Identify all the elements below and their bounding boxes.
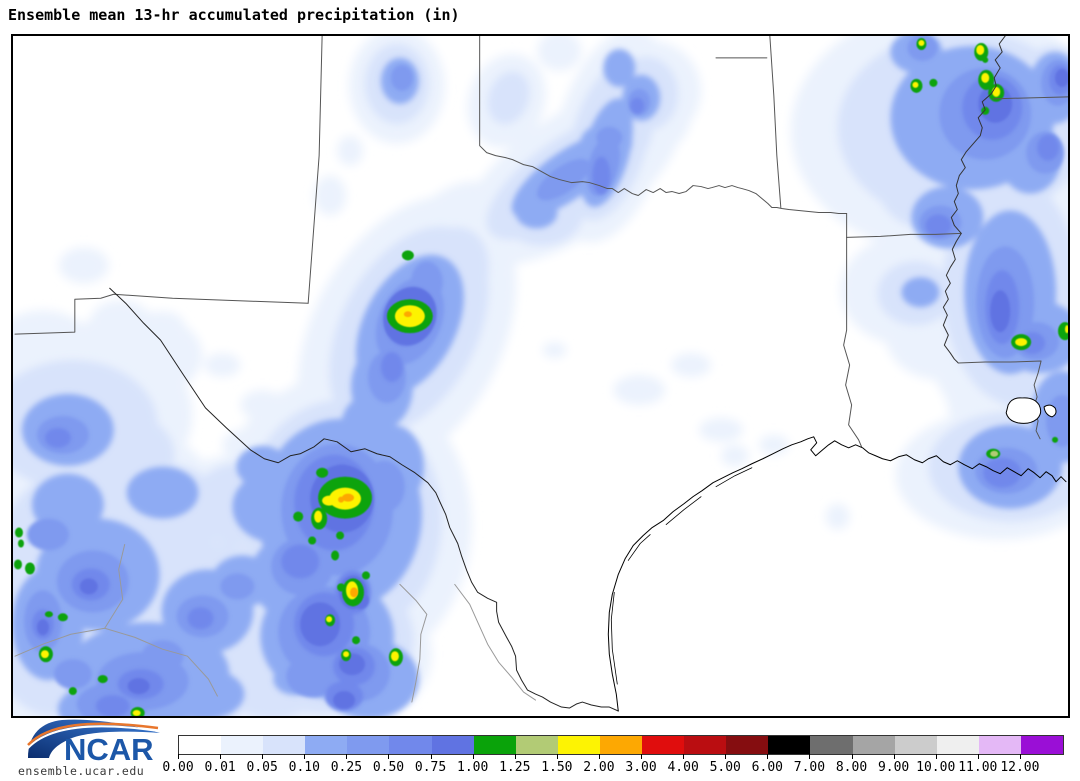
colorbar-tick	[514, 754, 516, 759]
map-frame	[11, 34, 1070, 718]
colorbar-segment	[894, 736, 937, 754]
colorbar-segment	[431, 736, 474, 754]
colorbar-segment	[810, 736, 853, 754]
precipitation-map	[13, 36, 1068, 716]
colorbar-tick	[767, 754, 769, 759]
colorbar-segment	[852, 736, 895, 754]
colorbar-segment	[221, 736, 264, 754]
colorbar-tick-row: 0.00 0.01 0.05 0.10 0.25 0.50 0.75 1.00 1.25 1.50…	[162, 753, 1062, 779]
colorbar-segment	[347, 736, 390, 754]
lake-pontchartrain	[1005, 397, 1042, 424]
border-tx-la	[843, 236, 863, 448]
colorbar-tick	[346, 754, 348, 759]
colorbar-tick-label: 7.00	[793, 760, 826, 775]
colorbar-segment	[179, 736, 222, 754]
colorbar-segment	[1020, 736, 1063, 754]
colorbar-tick	[935, 754, 937, 759]
colorbar-tick-label: 0.00	[162, 760, 194, 775]
colorbar-tick-label: 0.05	[246, 760, 278, 775]
colorbar-tick-label: 1.50	[541, 760, 573, 775]
colorbar-tick	[725, 754, 727, 759]
colorbar-tick	[178, 754, 179, 759]
coastline-gulf	[607, 436, 1067, 712]
logo-url: ensemble.ucar.edu	[18, 764, 145, 778]
border-mexico-states-1	[454, 583, 537, 701]
colorbar-tick	[683, 754, 685, 759]
colorbar-tick	[304, 754, 306, 759]
precip-layer-1p25-yellowgreen	[990, 450, 999, 457]
colorbar-segment	[599, 736, 643, 754]
colorbar-tick-label: 0.75	[414, 760, 447, 775]
colorbar-tick-label: 0.50	[372, 760, 405, 775]
border-mexico-states-4	[104, 544, 126, 629]
border-ar-la	[846, 232, 962, 238]
colorbar-segment	[684, 736, 727, 754]
footer: NCAR ensemble.ucar.edu 0.00 0.01 0.05 0.10 0…	[0, 718, 1080, 781]
page-title: Ensemble mean 13-hr accumulated precipit…	[8, 6, 460, 24]
colorbar-tick-label: 2.00	[583, 760, 615, 775]
colorbar-segment	[936, 736, 979, 754]
colorbar-segment	[263, 736, 306, 754]
colorbar-tick	[893, 754, 895, 759]
border-ms-tn	[992, 96, 1068, 100]
colorbar-tick	[641, 754, 643, 759]
colorbar-tick	[220, 754, 222, 759]
colorbar-tick-label: 6.00	[751, 760, 783, 775]
colorbar-tick	[977, 754, 979, 759]
colorbar-tick-label: 12.00	[1000, 760, 1040, 775]
colorbar-tick	[388, 754, 390, 759]
colorbar-tick-label: 9.00	[877, 760, 910, 775]
colorbar-segment	[389, 736, 432, 754]
border-mexico-states-2	[399, 583, 428, 703]
colorbar-segment	[768, 736, 811, 754]
colorbar-tick-label: 8.00	[835, 760, 868, 775]
colorbar-segment	[515, 736, 558, 754]
ncar-logo: NCAR	[27, 719, 160, 764]
colorbar-tick	[430, 754, 432, 759]
border-rio-grande	[109, 287, 619, 712]
colorbar-tick-label: 1.00	[457, 760, 489, 775]
colorbar-segment	[642, 736, 685, 754]
border-mississippi-river	[942, 36, 1006, 364]
colorbar-segment	[473, 736, 516, 754]
colorbar-tick-label: 0.01	[204, 760, 236, 775]
precip-layer-2p00-orange	[338, 311, 412, 598]
ncar-logo-swoosh-white	[27, 725, 159, 749]
colorbar-tick-label: 5.00	[709, 760, 741, 775]
border-nm-south	[14, 293, 309, 335]
colorbar-segment	[305, 736, 348, 754]
colorbar-tick-label: 1.25	[499, 760, 531, 775]
colorbar-tick	[472, 754, 474, 759]
colorbar-tick	[1019, 754, 1021, 759]
colorbar	[178, 735, 1064, 755]
border-tx-ok-red-river	[479, 36, 848, 214]
lake-borgne	[1043, 404, 1057, 418]
ncar-logo-swoosh-orange	[27, 722, 159, 746]
border-ok-ar	[769, 36, 782, 208]
colorbar-tick-label: 0.25	[330, 760, 363, 775]
colorbar-tick	[262, 754, 264, 759]
colorbar-segment	[557, 736, 600, 754]
coastline-barrier-islands	[610, 467, 753, 685]
colorbar-tick-label: 0.10	[288, 760, 320, 775]
colorbar-tick-label: 11.00	[958, 760, 998, 775]
border-tx-nm	[307, 36, 323, 304]
colorbar-tick-label: 10.00	[916, 760, 956, 775]
border-la-ms	[957, 360, 1042, 440]
colorbar-tick	[556, 754, 558, 759]
ncar-logo-sail	[28, 719, 160, 758]
colorbar-tick	[598, 754, 600, 759]
colorbar-segment	[726, 736, 769, 754]
colorbar-tick-label: 4.00	[667, 760, 699, 775]
border-mexico-states-3	[14, 627, 218, 697]
colorbar-tick	[809, 754, 811, 759]
colorbar-tick	[851, 754, 853, 759]
ncar-logo-wordmark: NCAR	[64, 732, 154, 764]
colorbar-segment	[978, 736, 1021, 754]
colorbar-tick-label: 3.00	[625, 760, 657, 775]
